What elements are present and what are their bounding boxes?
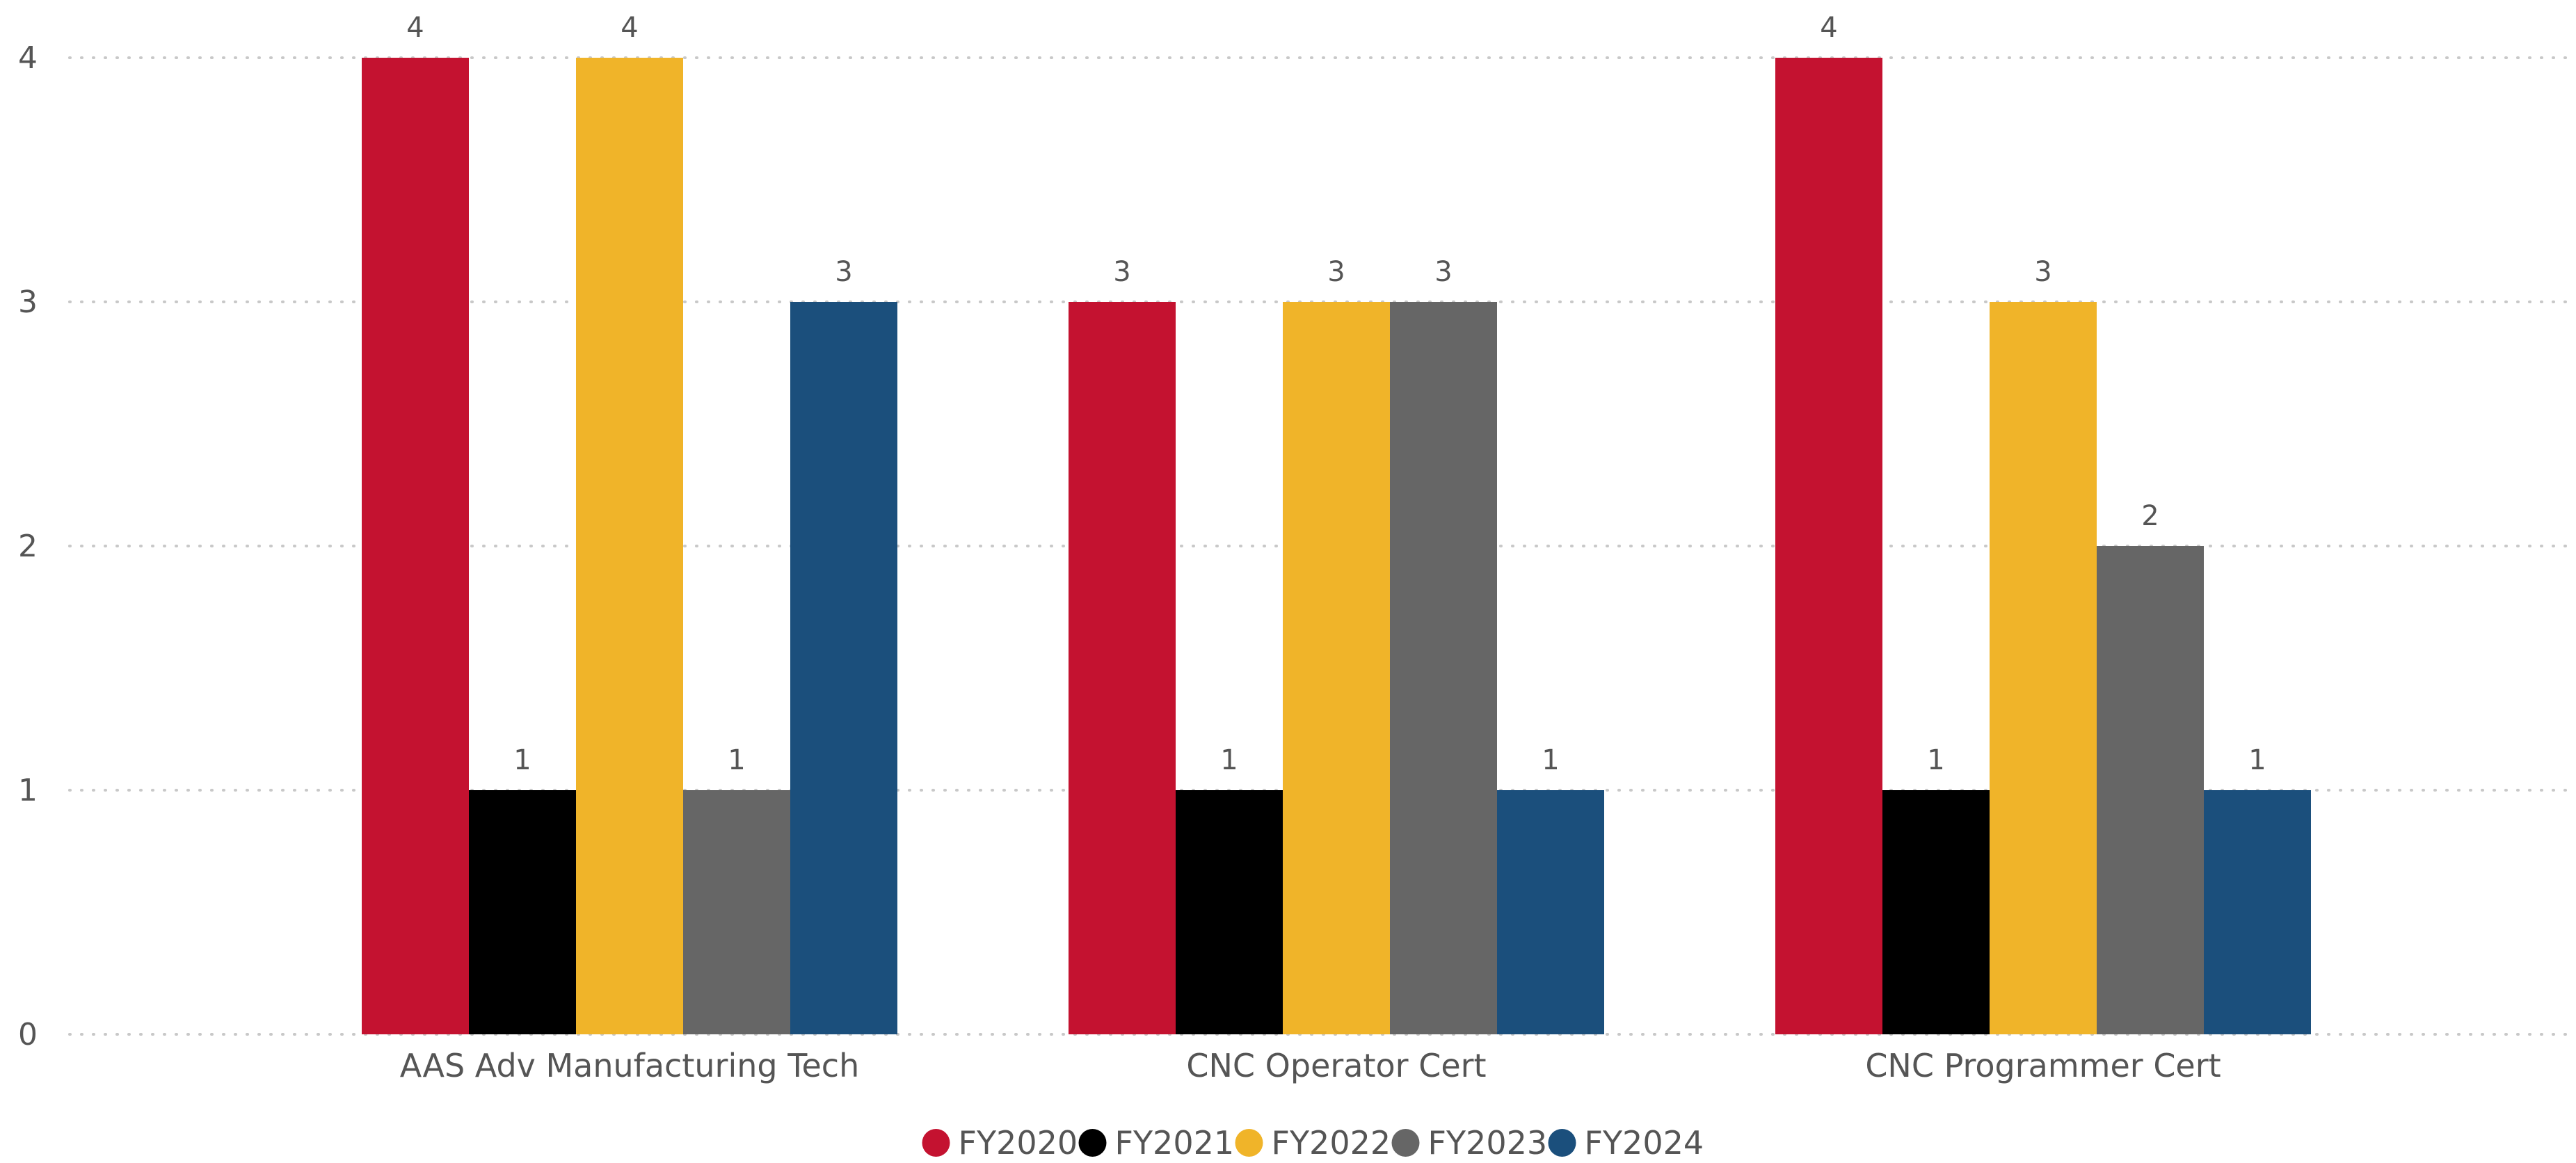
legend-label: FY2020 <box>959 1124 1078 1162</box>
bar-fy2023-3 <box>2097 546 2204 1034</box>
y-tick-label: 4 <box>18 40 38 76</box>
bar-fy2020-3 <box>1775 58 1882 1034</box>
x-category-label: AAS Adv Manufacturing Tech <box>400 1047 860 1084</box>
data-label: 3 <box>835 256 852 288</box>
legend-marker-icon <box>1078 1129 1107 1157</box>
bar-fy2024-3 <box>2204 790 2311 1034</box>
data-label: 1 <box>2248 744 2266 776</box>
y-axis-tick-labels: 0 1 2 3 4 <box>18 40 38 1052</box>
legend-item-fy2023[interactable]: FY2023 <box>1391 1124 1548 1162</box>
bar-fy2022-3 <box>1990 302 2097 1034</box>
bar-fy2024-1 <box>790 302 897 1034</box>
legend-marker-icon <box>1235 1129 1263 1157</box>
bar-fy2020-1 <box>362 58 469 1034</box>
bar-fy2023-1 <box>683 790 790 1034</box>
y-tick-label: 0 <box>18 1017 38 1052</box>
legend-item-fy2024[interactable]: FY2024 <box>1548 1124 1704 1162</box>
legend-marker-icon <box>1548 1129 1576 1157</box>
bar-fy2022-2 <box>1283 302 1390 1034</box>
data-label: 1 <box>1927 744 1944 776</box>
data-label: 1 <box>1220 744 1238 776</box>
legend-label: FY2024 <box>1585 1124 1704 1162</box>
bar-fy2024-2 <box>1497 790 1604 1034</box>
legend-item-fy2020[interactable]: FY2020 <box>922 1124 1078 1162</box>
legend-marker-icon <box>922 1129 950 1157</box>
data-label: 3 <box>1434 256 1452 288</box>
data-labels: 4 1 4 1 3 3 1 3 3 1 4 1 3 2 1 <box>406 12 2266 776</box>
x-axis-category-labels: AAS Adv Manufacturing Tech CNC Operator C… <box>400 1047 2221 1084</box>
bar-fy2021-2 <box>1176 790 1283 1034</box>
y-tick-label: 2 <box>18 529 38 564</box>
data-label: 4 <box>621 12 638 44</box>
legend-item-fy2021[interactable]: FY2021 <box>1078 1124 1235 1162</box>
data-label: 3 <box>2034 256 2051 288</box>
x-category-label: CNC Operator Cert <box>1186 1047 1486 1084</box>
legend-label: FY2023 <box>1428 1124 1548 1162</box>
data-label: 1 <box>513 744 531 776</box>
data-label: 3 <box>1327 256 1345 288</box>
legend-item-fy2022[interactable]: FY2022 <box>1235 1124 1391 1162</box>
bar-fy2021-1 <box>469 790 576 1034</box>
legend-label: FY2021 <box>1115 1124 1235 1162</box>
legend-marker-icon <box>1391 1129 1420 1157</box>
data-label: 3 <box>1113 256 1130 288</box>
data-label: 1 <box>728 744 745 776</box>
data-label: 4 <box>1820 12 1837 44</box>
bar-fy2023-2 <box>1390 302 1497 1034</box>
y-tick-label: 3 <box>18 284 38 320</box>
bar-fy2022-1 <box>576 58 683 1034</box>
bar-fy2021-3 <box>1882 790 1990 1034</box>
legend-label: FY2022 <box>1272 1124 1391 1162</box>
data-label: 4 <box>406 12 424 44</box>
data-label: 1 <box>1542 744 1559 776</box>
data-label: 2 <box>2141 500 2159 532</box>
y-tick-label: 1 <box>18 773 38 808</box>
bar-fy2020-2 <box>1069 302 1176 1034</box>
legend: FY2020 FY2021 FY2022 FY2023 FY2024 <box>922 1124 1704 1162</box>
x-category-label: CNC Programmer Cert <box>1865 1047 2221 1084</box>
bars <box>362 58 2311 1034</box>
